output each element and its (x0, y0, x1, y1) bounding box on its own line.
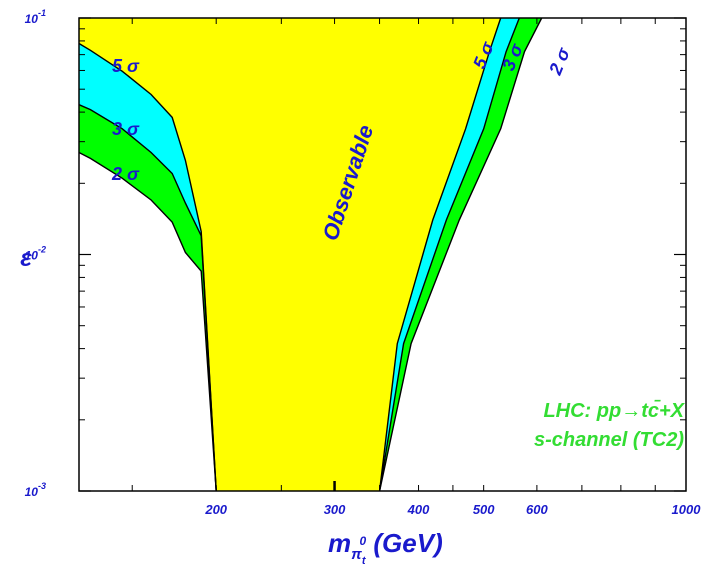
x-tick-label: 300 (324, 502, 346, 517)
contour-2sigma-left (78, 151, 217, 492)
x-axis-label-main: m (328, 528, 351, 558)
y-axis-label: ε (20, 245, 32, 272)
x-tick-label: 1000 (672, 502, 702, 517)
sigma5-band-left (79, 43, 217, 491)
sigma-label-right-2: 2 σ (545, 44, 574, 78)
x-axis-label-sup: 0 (359, 534, 366, 548)
contour-3sigma-left (78, 104, 217, 492)
contour-5sigma-left (78, 42, 217, 492)
y-tick-label: 10-3 (25, 481, 46, 499)
sigma-label-left-2: 2 σ (111, 164, 140, 184)
x-axis-label-subsub: t (362, 555, 367, 567)
sigma-label-left-3: 3 σ (112, 119, 140, 139)
process-label-line1: LHC: pp→tc̄+X (543, 400, 685, 422)
x-tick-label: 400 (407, 502, 430, 517)
process-label-line2: s-channel (TC2) (534, 429, 684, 451)
contour-5sigma-right (378, 17, 502, 492)
x-tick-label: 500 (473, 502, 495, 517)
svg-text:mπt0 (GeV): mπt 0 (GeV) (328, 528, 443, 567)
x-axis-label: mπt 0 (GeV) (328, 528, 443, 567)
contour-3sigma-right (378, 17, 520, 492)
y-tick-label: 10-1 (25, 8, 46, 26)
x-tick-label: 200 (204, 502, 227, 517)
contour-2sigma-right (378, 17, 543, 492)
sigma3-band-left (79, 104, 217, 491)
x-axis-label-unit: (GeV) (366, 528, 443, 558)
sigma-label-left-5: 5 σ (112, 56, 140, 76)
x-axis-label-sub: π (351, 546, 362, 563)
observable-region (79, 18, 501, 491)
y-tick-label: 10-2 (25, 245, 46, 263)
region-layer (78, 17, 543, 492)
tick-layer: 200 300 400 500 600 1000 10-1 10-2 10-3 (25, 8, 702, 517)
x-tick-label: 600 (526, 502, 548, 517)
